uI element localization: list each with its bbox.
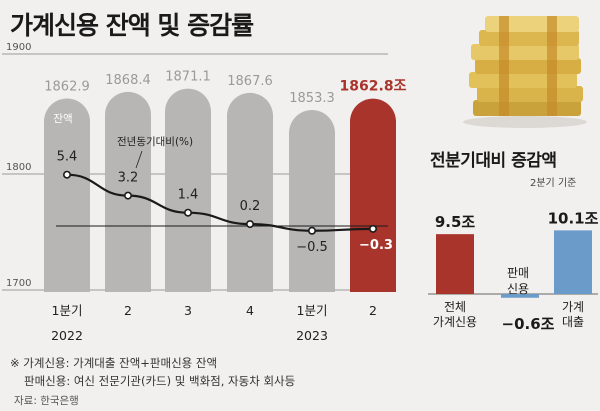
series-label-pointer (135, 150, 143, 169)
y-tick-label: 1800 (6, 162, 31, 173)
rate-point (124, 191, 133, 200)
bar-value-label: 1862.8조 (340, 79, 407, 95)
bar-balance (227, 92, 273, 292)
y-tick-label: 1700 (6, 278, 31, 289)
source-credit: 자료: 한국은행 (14, 395, 79, 407)
x-tick-label: 3 (184, 303, 192, 318)
bar-balance (289, 110, 335, 292)
chart-title: 가계신용 잔액 및 증감률 (10, 11, 254, 40)
side-bar (554, 230, 592, 294)
rate-point (184, 208, 193, 217)
footnote-line-1: ※ 가계신용: 가계대출 잔액+판매신용 잔액 (10, 356, 218, 370)
side-category-label: 신용 (507, 282, 529, 296)
rate-value-label: −0.3 (359, 238, 393, 253)
side-value-label: 10.1조 (548, 209, 599, 227)
bar-value-label: 1871.1 (165, 70, 211, 85)
money-stack-icon (463, 16, 587, 128)
side-category-label: 가계 (562, 300, 584, 314)
rate-point (307, 226, 316, 235)
rate-point (62, 170, 71, 179)
x-tick-label: 2 (369, 303, 377, 318)
bar-balance (44, 98, 90, 293)
rate-value-label: −0.5 (296, 240, 328, 255)
rate-value-label: 3.2 (118, 171, 139, 186)
side-bar (436, 234, 474, 294)
side-chart-subtitle: 2분기 기준 (530, 178, 577, 189)
x-tick-label-year: 2023 (296, 328, 328, 343)
side-chart-title: 전분기대비 증감액 (430, 151, 557, 171)
series-label-rate: 전년동기대비(%) (117, 136, 193, 148)
bar-value-label: 1867.6 (227, 74, 273, 89)
bar-value-label: 1868.4 (105, 73, 151, 88)
footnote: ※ 가계신용: 가계대출 잔액+판매신용 잔액 판매신용: 여신 전문기관(카드… (10, 354, 295, 390)
bar-balance (350, 98, 396, 292)
bar-balance (165, 88, 211, 293)
side-category-label: 가계신용 (433, 315, 477, 329)
series-label-balance: 잔액 (53, 113, 72, 125)
rate-value-label: 0.2 (240, 199, 261, 214)
side-bar (501, 294, 539, 298)
rate-point (368, 224, 377, 233)
side-value-label: 9.5조 (435, 213, 476, 231)
x-tick-label-year: 2022 (51, 328, 83, 343)
x-tick-label: 4 (246, 303, 254, 318)
side-category-label: 판매 (507, 266, 529, 280)
rate-value-label: 1.4 (178, 188, 199, 203)
bar-value-label: 1853.3 (289, 91, 335, 106)
rate-point (246, 220, 255, 229)
rate-value-label: 5.4 (57, 150, 78, 165)
footnote-line-2: 판매신용: 여신 전문기관(카드) 및 백화점, 자동차 회사등 (24, 374, 296, 388)
bar-value-label: 1862.9 (44, 80, 90, 95)
x-tick-label: 1분기 (297, 303, 328, 318)
y-tick-label: 1900 (6, 42, 31, 53)
side-category-label: 전체 (444, 300, 466, 314)
side-category-label: 대출 (562, 315, 584, 329)
x-tick-label: 1분기 (52, 303, 83, 318)
x-tick-label: 2 (124, 303, 132, 318)
side-value-label: −0.6조 (502, 315, 555, 333)
